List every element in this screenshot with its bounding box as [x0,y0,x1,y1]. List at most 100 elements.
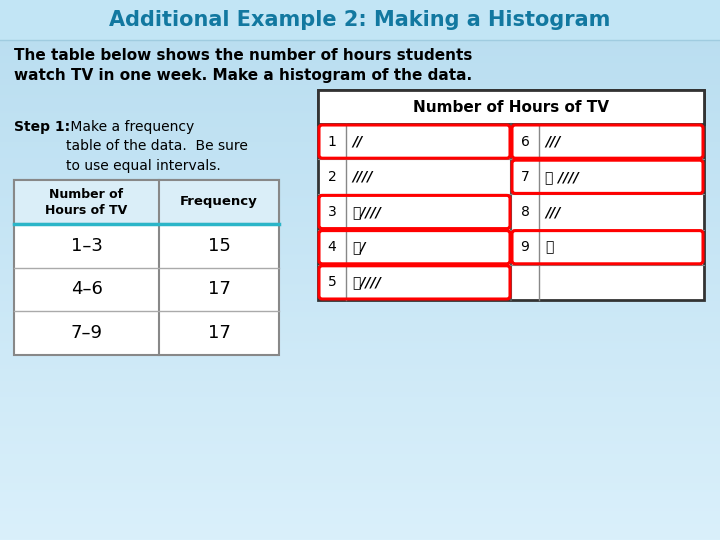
Bar [0,333,720,334]
Bar [0,248,720,249]
Bar [0,92,720,93]
Bar [0,374,720,375]
Bar [0,296,720,297]
Bar [0,368,720,369]
Bar [0,458,720,459]
Bar [0,53,720,54]
Bar [0,152,720,153]
Bar [0,395,720,396]
Bar [0,408,720,409]
Bar [0,353,720,354]
Bar [0,166,720,167]
Bar [0,450,720,451]
Bar [0,133,720,134]
Text: The table below shows the number of hours students
watch TV in one week. Make a : The table below shows the number of hour… [14,48,472,83]
Text: 17: 17 [207,280,230,299]
Bar [0,310,720,311]
Bar [0,139,720,140]
Bar [0,535,720,536]
Bar [0,320,720,321]
Bar [0,255,720,256]
Bar [0,89,720,90]
Bar [0,136,720,137]
Bar [0,313,720,314]
Bar [0,527,720,528]
Bar [0,475,720,476]
Bar [0,87,720,88]
Bar [0,214,720,215]
Bar [0,366,720,367]
Bar [0,88,720,89]
Bar [0,418,720,419]
Bar [0,331,720,332]
Bar [0,519,720,520]
Bar [0,155,720,156]
Bar [0,508,720,509]
Bar [0,294,720,295]
Bar [0,245,720,246]
Bar [0,435,720,436]
Bar [0,236,720,237]
Text: Number of Hours of TV: Number of Hours of TV [413,99,609,114]
Bar [0,270,720,271]
Bar [0,244,720,245]
Bar [0,397,720,398]
Bar [0,262,720,263]
Bar [0,65,720,66]
Bar [0,95,720,96]
Bar [0,476,720,477]
Bar [0,118,720,119]
Text: 2: 2 [328,170,336,184]
Bar [0,127,720,128]
Bar [0,61,720,62]
Bar [0,432,720,433]
Text: ///: /// [545,205,560,219]
Bar [0,42,720,43]
Bar [0,79,720,80]
Bar [0,323,720,324]
Bar [0,351,720,352]
Bar [0,103,720,104]
Bar [0,503,720,504]
Bar [0,412,720,413]
Bar [0,58,720,59]
Bar [0,293,720,294]
Bar [0,35,720,36]
Bar [0,74,720,75]
Bar [0,49,720,50]
Bar [0,43,720,44]
Bar [0,210,720,211]
Bar [0,299,720,300]
Bar [0,54,720,55]
Bar [0,201,720,202]
Bar [0,339,720,340]
Bar [0,27,720,28]
Bar [0,278,720,279]
Bar [0,341,720,342]
Bar [0,521,720,522]
Bar [0,163,720,164]
Bar [0,441,720,442]
Bar [0,94,720,95]
Bar [0,38,720,39]
Bar [0,146,720,147]
Bar [0,252,720,253]
Bar [0,440,720,441]
Bar [0,235,720,236]
Bar [0,261,720,262]
Bar [0,533,720,534]
Bar [0,78,720,79]
Bar [0,469,720,470]
Bar [0,421,720,422]
Bar [0,417,720,418]
Bar [0,358,720,359]
Bar [0,219,720,220]
Bar [0,330,720,331]
Bar [0,364,720,365]
Bar [0,502,720,503]
Bar [0,268,720,269]
Bar [0,258,720,259]
Bar [0,192,720,193]
Bar [0,405,720,406]
Bar [0,143,720,144]
